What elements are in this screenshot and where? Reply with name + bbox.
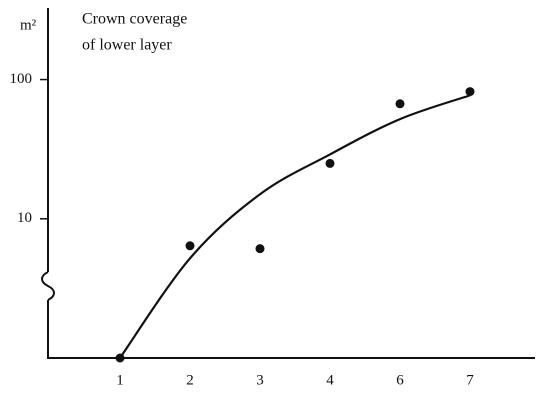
data-point — [255, 244, 265, 254]
x-tick-label: 1 — [116, 372, 124, 388]
x-tick-label: 4 — [326, 372, 334, 388]
y-axis-unit: m² — [20, 17, 37, 33]
data-point — [395, 99, 405, 109]
x-tick-label: 6 — [396, 372, 404, 388]
data-point — [325, 158, 335, 168]
data-point — [185, 241, 195, 251]
y-tick-label: 100 — [10, 71, 33, 87]
data-point — [465, 87, 475, 97]
annotation-line: of lower layer — [82, 37, 172, 54]
annotation-line: Crown coverage — [82, 11, 187, 28]
x-tick-label: 7 — [466, 372, 474, 388]
x-tick-label: 2 — [186, 372, 194, 388]
x-tick-label: 3 — [256, 372, 264, 388]
fit-curve — [119, 94, 471, 359]
axis-break — [41, 271, 55, 301]
y-tick-label: 10 — [17, 210, 32, 226]
